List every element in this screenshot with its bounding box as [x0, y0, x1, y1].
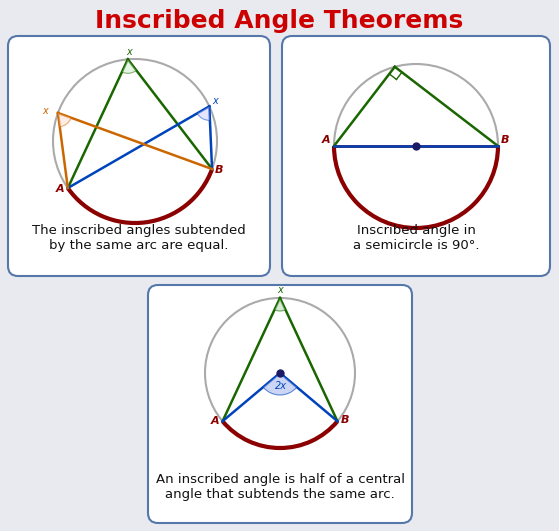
- Text: A: A: [322, 135, 330, 145]
- Text: x: x: [126, 47, 131, 57]
- FancyBboxPatch shape: [282, 36, 550, 276]
- Wedge shape: [197, 106, 210, 121]
- Text: A: A: [56, 184, 64, 194]
- Text: x: x: [212, 96, 218, 106]
- Text: B: B: [340, 415, 349, 425]
- Wedge shape: [58, 113, 71, 127]
- Text: The inscribed angles subtended
by the same arc are equal.: The inscribed angles subtended by the sa…: [32, 224, 246, 252]
- Text: B: B: [215, 165, 224, 175]
- Wedge shape: [122, 59, 136, 73]
- Wedge shape: [274, 298, 286, 311]
- Text: x: x: [42, 106, 48, 116]
- Wedge shape: [263, 373, 297, 395]
- Text: 2x: 2x: [275, 381, 287, 391]
- Text: An inscribed angle is half of a central
angle that subtends the same arc.: An inscribed angle is half of a central …: [155, 473, 405, 501]
- Text: Inscribed Angle Theorems: Inscribed Angle Theorems: [96, 9, 463, 33]
- Text: Inscribed angle in
a semicircle is 90°.: Inscribed angle in a semicircle is 90°.: [353, 224, 479, 252]
- Text: x: x: [277, 285, 283, 295]
- Text: A: A: [211, 416, 219, 426]
- FancyBboxPatch shape: [8, 36, 270, 276]
- Text: B: B: [501, 135, 509, 145]
- FancyBboxPatch shape: [148, 285, 412, 523]
